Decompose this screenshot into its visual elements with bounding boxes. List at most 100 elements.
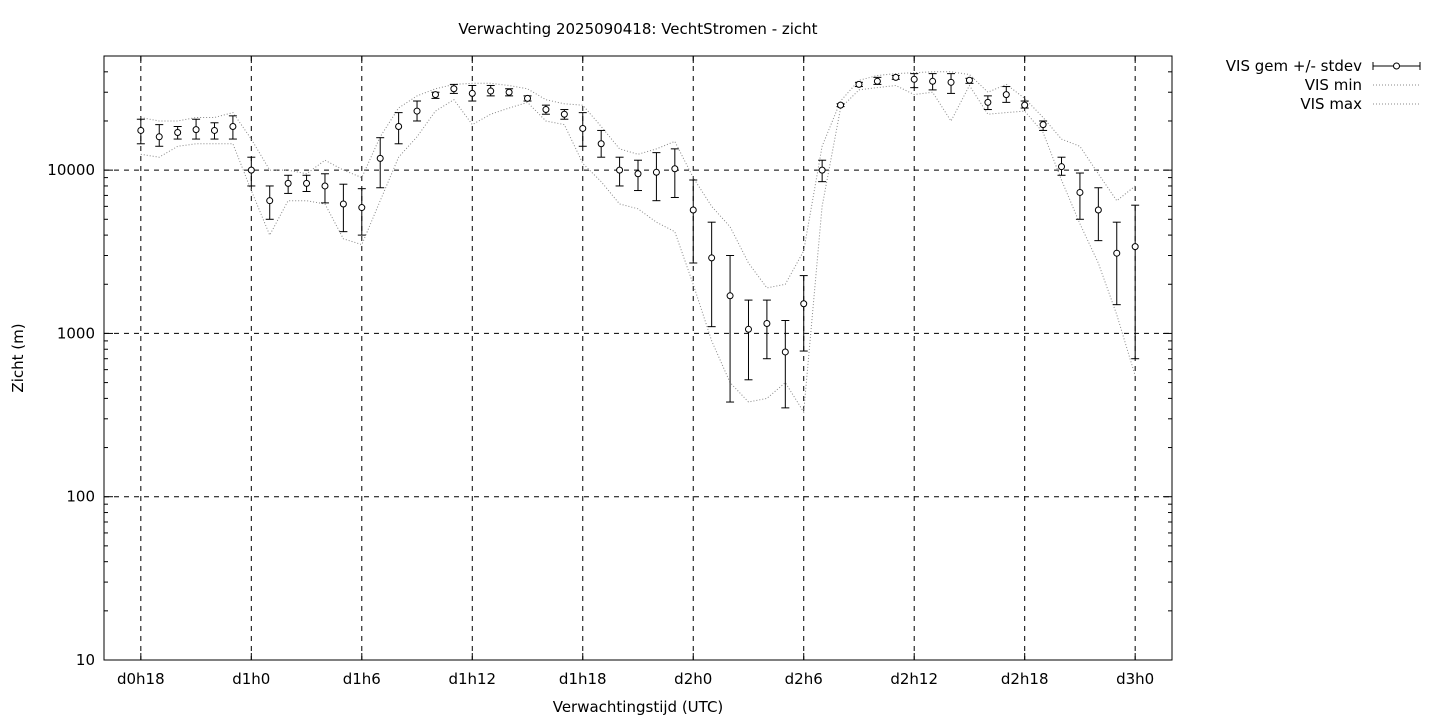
data-point (173, 126, 182, 140)
mean-marker (192, 126, 200, 134)
mean-marker (524, 94, 532, 102)
data-point (726, 255, 735, 403)
mean-marker (597, 140, 605, 148)
x-tick-label: d2h12 (890, 670, 938, 688)
plot-border (103, 55, 1173, 661)
data-point (192, 118, 201, 140)
x-tick-label: d1h12 (448, 670, 496, 688)
data-point (1002, 86, 1011, 103)
mean-marker (837, 101, 845, 109)
mean-marker (487, 87, 495, 95)
chart-title: Verwachting 2025090418: VechtStromen - z… (458, 20, 817, 38)
data-point (284, 174, 293, 194)
mean-marker (818, 166, 826, 174)
ticks: d0h18 d1h0 d1h6 d1h12 d1h18 d2h0 d2h6 d2h12 d2h1… (47, 56, 1172, 688)
legend-swatch-marker (1393, 62, 1400, 70)
data-point (1094, 187, 1103, 242)
x-tick-label: d3h0 (1116, 670, 1154, 688)
x-tick-label: d2h18 (1001, 670, 1049, 688)
mean-marker (210, 126, 218, 134)
mean-marker (413, 107, 421, 115)
data-point (1039, 120, 1048, 131)
mean-marker (947, 78, 955, 86)
data-point (910, 73, 919, 89)
data-point (1131, 204, 1140, 360)
mean-marker (284, 179, 292, 187)
data-point (670, 148, 679, 198)
mean-marker (1058, 163, 1066, 171)
mean-marker (155, 133, 163, 141)
mean-marker (468, 89, 476, 97)
mean-marker (689, 206, 697, 214)
grid (104, 56, 1172, 660)
data-point (1075, 172, 1084, 220)
data-point (1057, 156, 1066, 176)
mean-marker (616, 166, 624, 174)
x-tick-label: d2h0 (674, 670, 712, 688)
data-point (634, 159, 642, 192)
legend-label: VIS min (1305, 76, 1362, 94)
mean-marker (1076, 188, 1084, 196)
mean-marker (560, 110, 568, 118)
data-point (873, 76, 882, 85)
vis-max-line (140, 71, 1136, 289)
data-point (523, 94, 532, 102)
data-point (799, 275, 808, 352)
data-point (413, 100, 422, 122)
data-point (818, 159, 827, 183)
mean-marker (781, 348, 789, 356)
mean-marker (137, 126, 145, 134)
data-point (1112, 221, 1121, 306)
mean-marker (1002, 91, 1010, 99)
mean-marker (800, 300, 808, 308)
mean-marker (376, 154, 384, 162)
mean-marker (229, 123, 237, 131)
data-point (302, 174, 311, 192)
mean-marker (1094, 206, 1102, 214)
mean-marker (542, 106, 550, 114)
data-point (155, 124, 164, 147)
data-point (468, 84, 477, 102)
data-point (762, 299, 771, 360)
data-point (615, 156, 624, 187)
data-point (505, 88, 514, 97)
mean-marker (965, 76, 973, 84)
data-point (320, 173, 329, 204)
data-point (854, 80, 863, 88)
mean-marker (395, 123, 403, 131)
y-tick-label: 10000 (47, 161, 95, 179)
x-tick-label: d2h6 (785, 670, 823, 688)
mean-marker (339, 200, 347, 208)
mean-marker (174, 129, 182, 137)
data-point (560, 109, 569, 120)
mean-marker (450, 85, 458, 93)
data-point (541, 104, 550, 115)
data-point (707, 221, 716, 328)
mean-marker (505, 88, 513, 96)
mean-marker (1113, 249, 1121, 257)
series-layer (136, 71, 1140, 414)
data-point (983, 95, 992, 111)
mean-marker (1021, 101, 1029, 109)
data-point (578, 112, 587, 147)
mean-marker (652, 168, 660, 176)
mean-marker (358, 204, 366, 212)
data-point (486, 84, 495, 97)
y-tick-label: 10 (76, 651, 95, 669)
data-point (376, 137, 385, 189)
data-point (210, 122, 219, 140)
mean-marker (873, 77, 881, 85)
data-point (247, 156, 256, 187)
mean-marker (892, 73, 900, 81)
data-point (339, 183, 348, 233)
mean-marker (708, 254, 716, 262)
mean-marker (579, 124, 587, 132)
mean-marker (321, 182, 329, 190)
data-point (228, 115, 237, 140)
data-point (357, 188, 366, 236)
legend-label: VIS max (1300, 95, 1362, 113)
y-tick-label: 100 (66, 488, 95, 506)
x-tick-label: d1h6 (343, 670, 381, 688)
data-point (431, 91, 440, 99)
